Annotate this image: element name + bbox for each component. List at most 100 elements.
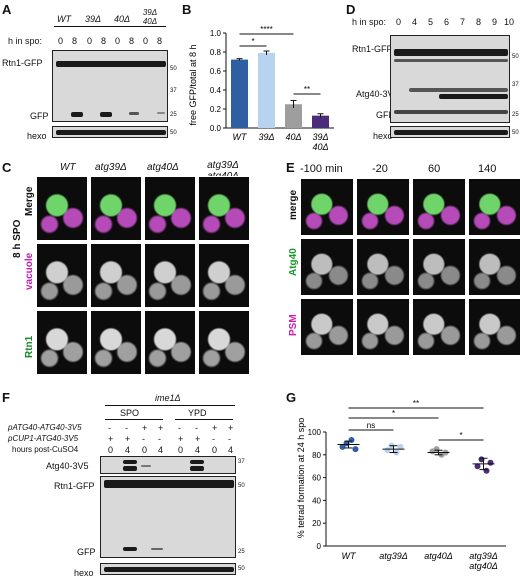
band — [56, 130, 166, 135]
micrograph-tile — [90, 243, 142, 308]
f-sign-cell: - — [178, 423, 181, 433]
sig-label: ** — [413, 399, 419, 408]
tp: 10 — [504, 17, 515, 27]
band — [71, 112, 83, 117]
micrograph-tile — [198, 243, 250, 308]
data-point — [339, 443, 346, 450]
bar — [258, 52, 275, 129]
category-label: atg40Δ — [469, 561, 498, 571]
blot-a-hexo — [52, 126, 168, 138]
row-header-hours: hours post-CuSO4 — [12, 445, 79, 454]
tp: 0 — [143, 36, 149, 46]
row-label-d-gfp: GFP — [376, 110, 395, 120]
micrograph-tile — [468, 298, 520, 356]
genotype-underline — [54, 26, 166, 27]
row-e-merge: merge — [288, 189, 299, 220]
blot-d-hexo — [390, 126, 510, 138]
band — [157, 112, 165, 114]
f-sign-cell: + — [158, 423, 164, 433]
band — [123, 466, 137, 471]
sig-label: * — [251, 37, 254, 46]
time-label-d: h in spo: — [352, 17, 387, 27]
row-label-gfp: GFP — [30, 111, 49, 121]
f-sign-cell: - — [108, 423, 111, 433]
category-label: 40Δ — [285, 132, 301, 142]
mw-marker: 50 — [512, 130, 519, 136]
band — [123, 547, 137, 551]
sig-label: * — [392, 409, 395, 418]
time-label: h in spo: — [8, 36, 43, 46]
y-tick-label: 100 — [308, 428, 322, 437]
y-tick-label: 0 — [317, 542, 322, 551]
f-sign-cell: + — [108, 434, 114, 444]
data-point — [348, 436, 355, 443]
f-sign-cell: - — [195, 423, 198, 433]
f-sign-cell: + — [142, 423, 148, 433]
micrograph-tile — [356, 178, 410, 236]
tp: 0 — [396, 17, 402, 27]
row-label-d-hexo: hexo — [373, 131, 393, 141]
f-sign-cell: - — [212, 434, 215, 444]
micrograph-tile — [36, 243, 88, 308]
category-label: atg40Δ — [424, 551, 453, 561]
f-sign-cell: + — [212, 423, 218, 433]
y-tick-label: 0.6 — [210, 67, 222, 76]
row-label-hexo: hexo — [27, 131, 47, 141]
chart-g-ylabel: % tetrad formation at 24 h spo — [296, 418, 306, 539]
cond-ypd: YPD — [188, 408, 207, 418]
micrograph-tile — [356, 238, 410, 296]
genotype-wt: WT — [57, 14, 71, 24]
band — [56, 61, 166, 67]
tp-e: -100 min — [300, 163, 343, 175]
micrograph-tile — [412, 298, 466, 356]
bar — [312, 115, 329, 128]
band — [394, 59, 508, 62]
category-label: 39Δ — [258, 132, 274, 142]
category-label: 40Δ — [312, 142, 328, 152]
micrograph-tile — [90, 310, 142, 375]
mw-marker: 37 — [170, 88, 177, 94]
y-tick-label: 0.4 — [210, 86, 222, 95]
mw-marker: 50 — [170, 66, 177, 72]
blot-label-rtn1: Rtn1-GFP — [54, 481, 95, 491]
tp: 5 — [428, 17, 434, 27]
band — [394, 49, 508, 56]
blot-label-atg40: Atg40-3V5 — [46, 461, 89, 471]
band — [123, 460, 137, 464]
sig-label: * — [459, 431, 462, 440]
f-sign-cell: 0 — [178, 445, 184, 455]
band — [141, 465, 151, 467]
mw-marker: 37 — [512, 82, 519, 88]
data-point — [487, 459, 494, 466]
mw-marker: 50 — [238, 483, 245, 489]
band — [151, 548, 163, 550]
mw-marker: 25 — [238, 549, 245, 555]
f-sign-cell: 0 — [108, 445, 114, 455]
sig-label: ** — [304, 85, 310, 94]
mw-marker: 50 — [238, 566, 245, 572]
bar — [231, 59, 248, 128]
micrograph-tile — [90, 176, 142, 241]
mw-marker: 25 — [170, 112, 177, 118]
y-tick-label: 0.2 — [210, 105, 222, 114]
f-sign-cell: 0 — [142, 445, 148, 455]
micrograph-tile — [144, 176, 196, 241]
row-header-pcup1: pCUP1-ATG40-3V5 — [8, 434, 79, 443]
strain-label: ime1Δ — [155, 393, 181, 403]
band — [104, 480, 234, 488]
spo-underline — [105, 419, 163, 420]
y-tick-label: 80 — [312, 451, 321, 460]
genotype-40: 40Δ — [114, 14, 131, 24]
tp: 0 — [58, 36, 64, 46]
f-sign-cell: + — [195, 434, 201, 444]
row-header-patg40: pATG40-ATG40-3V5 — [8, 423, 82, 432]
row-label-d-atg40: Atg40-3V5 — [356, 89, 399, 99]
panel-letter-f: F — [2, 390, 10, 405]
genotype-39: 39Δ — [85, 14, 102, 24]
micrograph-tile — [356, 298, 410, 356]
blot-f-hexo — [100, 563, 236, 575]
ypd-underline — [175, 419, 233, 420]
col-atg40: atg40Δ — [147, 162, 179, 173]
